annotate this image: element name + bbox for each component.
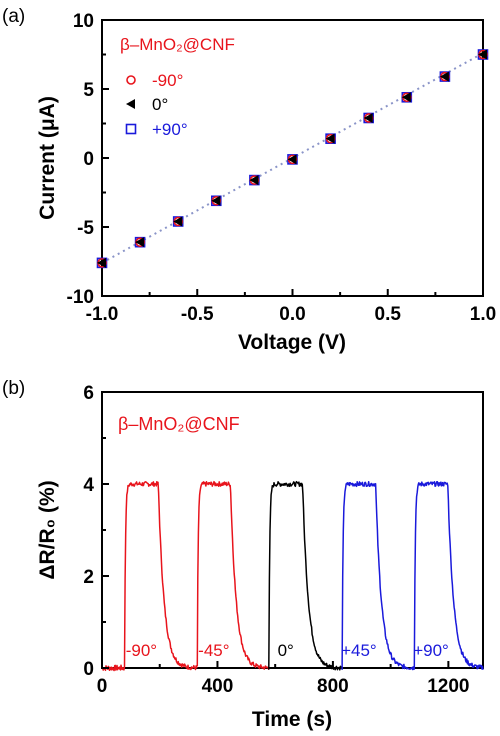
panel-b-trace	[413, 481, 484, 670]
panel-a-point	[135, 237, 145, 248]
panel-b-label: (b)	[2, 378, 25, 399]
panel-b-pulse-label: 0°	[278, 641, 294, 660]
panel-a-xtick-label: 1.0	[470, 304, 496, 325]
panel-a-ytick-label: -5	[77, 218, 94, 239]
panel-a-label: (a)	[2, 6, 25, 27]
panel-b-ytick-label: 0	[83, 659, 94, 680]
panel-b-xtick-label: 1200	[427, 676, 469, 697]
panel-b-xtick-label: 800	[317, 676, 349, 697]
panel-b-annotation: β–MnO₂@CNF	[118, 414, 240, 434]
panel-b-ytick-label: 6	[83, 383, 94, 404]
panel-a-point	[287, 154, 297, 165]
panel-a-xtick-label: 0.0	[279, 304, 305, 325]
panel-a-point	[439, 71, 449, 82]
panel-a-ylabel: Current (μA)	[36, 96, 59, 220]
panel-a-xtick-label: -1.0	[86, 304, 119, 325]
panel-a-point	[211, 195, 221, 206]
panel-a-ytick-label: 10	[73, 11, 94, 32]
panel-b-pulse-label: -45°	[198, 641, 229, 660]
panel-a-legend-label: +90°	[152, 120, 188, 139]
panel-b-pulse-label: +90°	[413, 641, 449, 660]
panel-a-legend-marker	[125, 123, 137, 135]
panel-a-point	[325, 133, 335, 144]
panel-a-ytick-label: -10	[67, 287, 94, 308]
panel-a-point	[401, 92, 411, 103]
panel-a-point	[363, 112, 373, 123]
panel-b-xtick-label: 400	[202, 676, 234, 697]
panel-a-xlabel: Voltage (V)	[238, 331, 346, 354]
panel-a-ytick-label: 0	[83, 149, 94, 170]
panel-a-legend-marker	[126, 75, 136, 85]
panel-b-trace	[341, 480, 415, 671]
panel-b-pulse-label: +45°	[341, 641, 377, 660]
panel-b-pulse-label: -90°	[126, 641, 157, 660]
panel-b-xlabel: Time (s)	[252, 708, 332, 731]
panel-a-xtick-label: 0.5	[375, 304, 402, 325]
panel-a-point	[173, 216, 183, 227]
panel-b-trace	[196, 480, 270, 670]
panel-a-legend-marker	[126, 99, 135, 109]
panel-a-legend-label: 0°	[152, 95, 168, 114]
panel-b-trace	[101, 480, 198, 672]
panel-a-point	[97, 257, 106, 268]
panel-b-trace	[268, 480, 343, 671]
panel-b-ytick-label: 4	[83, 475, 94, 496]
panel-a-annotation: β–MnO₂@CNF	[120, 35, 235, 54]
panel-b-plot: 0 400 800 1200 6 4 2 0 -90° -45° 0° +45° +90° β–MnO…	[36, 383, 484, 731]
panel-b-ylabel: ΔR/R₀ (%)	[36, 480, 59, 579]
panel-a-point	[249, 175, 259, 186]
panel-a-ytick-label: 5	[83, 80, 94, 101]
panel-a-point	[478, 49, 487, 60]
panel-a-legend-label: -90°	[152, 71, 183, 90]
panel-a-plot: -1.0 -0.5 0.0 0.5 1.0 10 5 0 -5 -10 β–MnO₂@CNF -9…	[36, 11, 496, 354]
panel-a-xtick-label: -0.5	[181, 304, 214, 325]
panel-b-ytick-label: 2	[83, 567, 94, 588]
panel-b-xtick-label: 0	[97, 676, 108, 697]
panel-a-legend: -90° 0° +90°	[125, 71, 188, 139]
